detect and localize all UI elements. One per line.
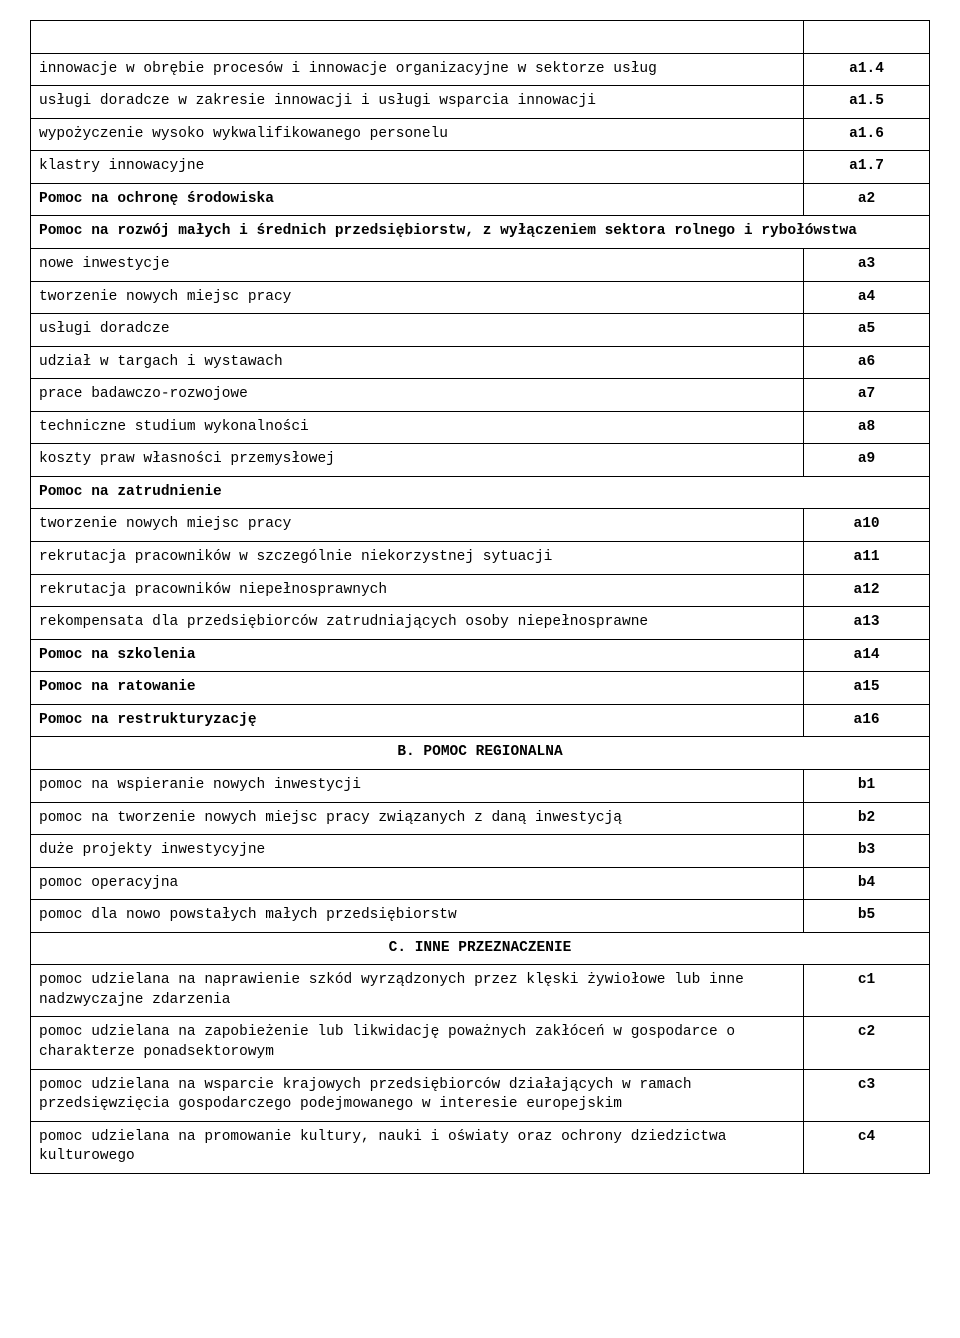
table-row: rekrutacja pracowników niepełnosprawnych… [31, 574, 930, 607]
cell-code: a14 [804, 639, 930, 672]
aid-codes-table: innowacje w obrębie procesów i innowacje… [30, 20, 930, 1174]
cell-code: a2 [804, 183, 930, 216]
table-row: B. POMOC REGIONALNA [31, 737, 930, 770]
cell-code: b5 [804, 900, 930, 933]
table-row: pomoc udzielana na wsparcie krajowych pr… [31, 1069, 930, 1121]
table-row: pomoc na wspieranie nowych inwestycjib1 [31, 769, 930, 802]
cell-code: a1.5 [804, 86, 930, 119]
table-row: prace badawczo-rozwojowea7 [31, 379, 930, 412]
table-row: Pomoc na ratowaniea15 [31, 672, 930, 705]
table-row: pomoc operacyjnab4 [31, 867, 930, 900]
cell-desc [31, 21, 804, 54]
table-row: Pomoc na rozwój małych i średnich przeds… [31, 216, 930, 249]
cell-code: a13 [804, 607, 930, 640]
cell-code: a10 [804, 509, 930, 542]
cell-desc: rekompensata dla przedsiębiorców zatrudn… [31, 607, 804, 640]
cell-code: a7 [804, 379, 930, 412]
cell-desc: pomoc udzielana na zapobieżenie lub likw… [31, 1017, 804, 1069]
cell-desc: rekrutacja pracowników w szczególnie nie… [31, 542, 804, 575]
cell-desc: pomoc na tworzenie nowych miejsc pracy z… [31, 802, 804, 835]
cell-desc: Pomoc na ochronę środowiska [31, 183, 804, 216]
cell-code: a8 [804, 411, 930, 444]
cell-desc: Pomoc na szkolenia [31, 639, 804, 672]
cell-code: a16 [804, 704, 930, 737]
cell-desc: duże projekty inwestycyjne [31, 835, 804, 868]
cell-desc: tworzenie nowych miejsc pracy [31, 281, 804, 314]
table-row: Pomoc na ochronę środowiskaa2 [31, 183, 930, 216]
cell-code: b1 [804, 769, 930, 802]
cell-code: a4 [804, 281, 930, 314]
table-row: usługi doradcze w zakresie innowacji i u… [31, 86, 930, 119]
cell-desc: koszty praw własności przemysłowej [31, 444, 804, 477]
cell-code: a5 [804, 314, 930, 347]
table-row: nowe inwestycjea3 [31, 248, 930, 281]
table-row: innowacje w obrębie procesów i innowacje… [31, 53, 930, 86]
table-row: wypożyczenie wysoko wykwalifikowanego pe… [31, 118, 930, 151]
section-title: B. POMOC REGIONALNA [31, 737, 930, 770]
cell-code: a1.4 [804, 53, 930, 86]
cell-desc: pomoc udzielana na naprawienie szkód wyr… [31, 965, 804, 1017]
cell-code: c3 [804, 1069, 930, 1121]
cell-code: a6 [804, 346, 930, 379]
table-row: techniczne studium wykonalnościa8 [31, 411, 930, 444]
table-row: tworzenie nowych miejsc pracya4 [31, 281, 930, 314]
table-row: koszty praw własności przemysłoweja9 [31, 444, 930, 477]
table-row: rekrutacja pracowników w szczególnie nie… [31, 542, 930, 575]
cell-code: a3 [804, 248, 930, 281]
table-row: Pomoc na szkoleniaa14 [31, 639, 930, 672]
table-row: udział w targach i wystawacha6 [31, 346, 930, 379]
cell-code: c2 [804, 1017, 930, 1069]
cell-desc: pomoc udzielana na wsparcie krajowych pr… [31, 1069, 804, 1121]
cell-code: b3 [804, 835, 930, 868]
cell-code: a1.6 [804, 118, 930, 151]
cell-desc: innowacje w obrębie procesów i innowacje… [31, 53, 804, 86]
cell-code: b4 [804, 867, 930, 900]
table-row: klastry innowacyjnea1.7 [31, 151, 930, 184]
cell-desc: pomoc udzielana na promowanie kultury, n… [31, 1121, 804, 1173]
cell-desc: pomoc dla nowo powstałych małych przedsi… [31, 900, 804, 933]
cell-code: a11 [804, 542, 930, 575]
cell-code: a1.7 [804, 151, 930, 184]
cell-desc: usługi doradcze w zakresie innowacji i u… [31, 86, 804, 119]
cell-desc: rekrutacja pracowników niepełnosprawnych [31, 574, 804, 607]
table-row: C. INNE PRZEZNACZENIE [31, 932, 930, 965]
cell-code: a9 [804, 444, 930, 477]
table-row: duże projekty inwestycyjneb3 [31, 835, 930, 868]
cell-desc: nowe inwestycje [31, 248, 804, 281]
cell-code [804, 21, 930, 54]
cell-desc: wypożyczenie wysoko wykwalifikowanego pe… [31, 118, 804, 151]
cell-desc: Pomoc na restrukturyzację [31, 704, 804, 737]
table-row [31, 21, 930, 54]
cell-desc: usługi doradcze [31, 314, 804, 347]
cell-code: b2 [804, 802, 930, 835]
cell-desc: techniczne studium wykonalności [31, 411, 804, 444]
cell-desc: pomoc operacyjna [31, 867, 804, 900]
table-row: pomoc udzielana na promowanie kultury, n… [31, 1121, 930, 1173]
table-row: pomoc na tworzenie nowych miejsc pracy z… [31, 802, 930, 835]
table-row: pomoc udzielana na naprawienie szkód wyr… [31, 965, 930, 1017]
cell-desc: udział w targach i wystawach [31, 346, 804, 379]
cell-code: a12 [804, 574, 930, 607]
cell-code: c1 [804, 965, 930, 1017]
table-row: Pomoc na restrukturyzacjęa16 [31, 704, 930, 737]
table-row: rekompensata dla przedsiębiorców zatrudn… [31, 607, 930, 640]
table-row: pomoc dla nowo powstałych małych przedsi… [31, 900, 930, 933]
cell-desc: tworzenie nowych miejsc pracy [31, 509, 804, 542]
table-row: pomoc udzielana na zapobieżenie lub likw… [31, 1017, 930, 1069]
cell-desc: prace badawczo-rozwojowe [31, 379, 804, 412]
table-row: Pomoc na zatrudnienie [31, 476, 930, 509]
table-row: usługi doradczea5 [31, 314, 930, 347]
cell-desc: klastry innowacyjne [31, 151, 804, 184]
table-row: tworzenie nowych miejsc pracya10 [31, 509, 930, 542]
cell-code: c4 [804, 1121, 930, 1173]
cell-desc: Pomoc na ratowanie [31, 672, 804, 705]
section-title: C. INNE PRZEZNACZENIE [31, 932, 930, 965]
section-header: Pomoc na zatrudnienie [31, 476, 930, 509]
cell-desc: pomoc na wspieranie nowych inwestycji [31, 769, 804, 802]
section-header: Pomoc na rozwój małych i średnich przeds… [31, 216, 930, 249]
cell-code: a15 [804, 672, 930, 705]
